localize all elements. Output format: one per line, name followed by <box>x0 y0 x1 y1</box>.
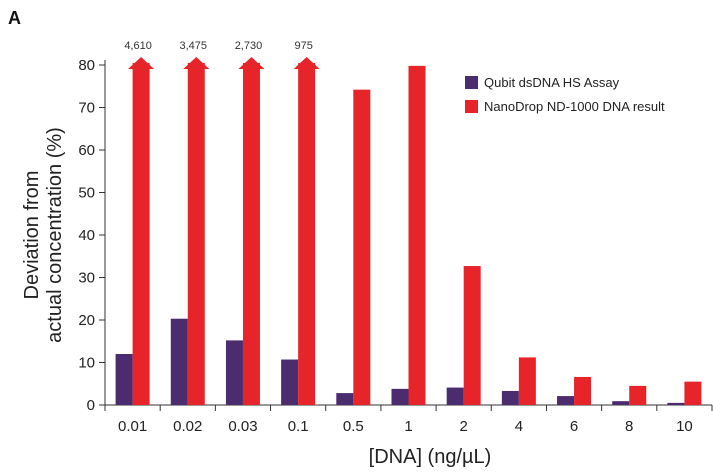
bar-qubit <box>225 340 243 405</box>
bar-qubit <box>336 393 354 405</box>
y-tick-label: 40 <box>78 227 95 244</box>
bar-nanodrop <box>629 385 647 405</box>
bar-qubit <box>446 387 464 405</box>
bar-qubit <box>501 390 519 405</box>
bar-qubit <box>612 401 630 405</box>
bar-nanodrop <box>242 63 260 405</box>
legend: Qubit dsDNA HS Assay NanoDrop ND-1000 DNA… <box>465 75 665 114</box>
legend-swatch <box>465 76 478 89</box>
bar-qubit <box>667 402 685 405</box>
bar-nanodrop <box>187 63 205 405</box>
y-tick-label: 0 <box>87 397 95 414</box>
y-tick-label: 20 <box>78 312 95 329</box>
x-tick-label: 10 <box>676 418 693 435</box>
bar-arrow <box>293 57 320 69</box>
x-tick-label: 2 <box>460 418 468 435</box>
x-tick-label: 0.1 <box>288 418 309 435</box>
y-tick-label: 50 <box>78 185 95 202</box>
bar-nanodrop <box>463 266 481 405</box>
x-tick-label: 0.02 <box>173 418 202 435</box>
x-tick-label: 0.03 <box>228 418 257 435</box>
y-tick-label: 30 <box>78 270 95 287</box>
clipped-value-label: 4,610 <box>124 40 152 52</box>
y-axis-title-line: actual concentration (%) <box>44 127 66 343</box>
y-tick-label: 60 <box>78 142 95 159</box>
y-tick-label: 70 <box>78 100 95 117</box>
x-tick-label: 0.01 <box>118 418 147 435</box>
bar-qubit <box>557 396 575 405</box>
legend-label: Qubit dsDNA HS Assay <box>484 75 620 90</box>
plot-area: 0 10 20 30 40 50 60 70 80 0.01 0.02 0.03 0.1 0.5 1 2 4 6 8… <box>78 40 713 435</box>
y-axis-title: Deviation from actual concentration (%) <box>21 127 66 343</box>
bar-qubit <box>391 388 409 405</box>
x-tick-label: 1 <box>404 418 412 435</box>
bar-nanodrop <box>574 376 592 405</box>
y-tick-label: 80 <box>78 57 95 74</box>
bar-nanodrop <box>353 89 371 406</box>
clipped-value-label: 3,475 <box>180 40 208 52</box>
x-tick-label: 6 <box>570 418 578 435</box>
bar-nanodrop <box>408 65 426 405</box>
panel-label: A <box>8 8 21 28</box>
bar-arrow <box>128 57 155 69</box>
x-tick-label: 4 <box>515 418 523 435</box>
y-tick-label: 10 <box>78 355 95 372</box>
legend-label: NanoDrop ND-1000 DNA result <box>484 99 665 114</box>
bar-qubit <box>115 354 133 405</box>
clipped-value-label: 975 <box>294 40 312 52</box>
bar-nanodrop <box>684 381 702 405</box>
clipped-value-label: 2,730 <box>235 40 263 52</box>
x-axis-title: [DNA] (ng/µL) <box>369 446 492 468</box>
legend-swatch <box>465 100 478 113</box>
bar-qubit <box>281 359 299 405</box>
bar-nanodrop <box>298 63 316 405</box>
x-tick-label: 8 <box>625 418 633 435</box>
y-axis-title-line: Deviation from <box>21 171 43 300</box>
x-tick-label: 0.5 <box>343 418 364 435</box>
bar-qubit <box>170 318 188 405</box>
bar-nanodrop <box>132 63 150 405</box>
bar-nanodrop <box>518 357 536 405</box>
bar-arrow <box>183 57 210 69</box>
bar-arrow <box>238 57 265 69</box>
